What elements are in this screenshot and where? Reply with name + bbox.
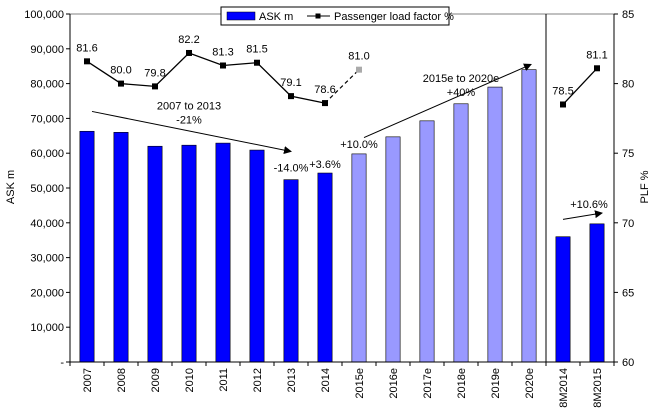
bar-2015e (351, 153, 367, 363)
plf-label-8M2014: 78.5 (552, 85, 573, 97)
x-tick-label-2013: 2013 (286, 368, 298, 392)
plf-point-8M2015 (594, 65, 600, 72)
annotation-2015e-2020e: +40% (447, 87, 476, 99)
plf-label-2010: 82.2 (178, 34, 199, 46)
line-series: 81.6 80.0 79.8 82.2 81.3 81.5 79.1 78.6 81.0 78.5… (76, 34, 608, 108)
x-tick-label-2020e: 2020e (524, 368, 536, 399)
bar-2010 (181, 144, 197, 363)
annotation-2007-2013: -21% (176, 115, 202, 127)
plf-point-2015e (356, 66, 362, 73)
plf-label-2009: 79.8 (144, 67, 165, 79)
axes: - 10,000 20,000 30,000 40,000 50,000 60,000 70,… (24, 9, 634, 408)
arrow-2007-2013 (91, 110, 292, 155)
annotation-2015e: +10.0% (340, 139, 378, 151)
annotation-2007-2013: 2007 to 2013 (157, 101, 221, 113)
bar-2018e (453, 103, 469, 363)
plf-label-2012: 81.5 (246, 44, 267, 56)
plf-label-2015e: 81.0 (348, 51, 369, 63)
y-tick-label: 30,000 (30, 253, 64, 265)
plf-point-2011 (220, 62, 226, 69)
x-tick-label-2012: 2012 (252, 368, 264, 392)
y-tick-label: 10,000 (30, 322, 64, 334)
legend-swatch-ask (226, 11, 256, 21)
plf-point-2010 (186, 49, 192, 56)
arrow-8m (562, 210, 603, 220)
x-tick-label-2009: 2009 (150, 368, 162, 392)
plf-line (86, 52, 326, 104)
plf-point-8M2014 (560, 101, 566, 108)
y2-tick-label: 75 (622, 148, 634, 160)
x-tick-label-2011: 2011 (218, 368, 230, 392)
x-tick-label-2015e: 2015e (354, 368, 366, 399)
x-tick-label-2019e: 2019e (490, 368, 502, 399)
y2-tick-label: 80 (622, 79, 634, 91)
x-tick-label-8M2015: 8M2015 (592, 368, 604, 408)
y-tick-label: 20,000 (30, 287, 64, 299)
x-tick-label-2016e: 2016e (388, 368, 400, 399)
annotation-2013: -14.0% (274, 162, 309, 174)
plf-point-2014 (322, 100, 328, 107)
annotation-8m: +10.6% (570, 199, 608, 211)
bar-2016e (385, 136, 401, 363)
arrow-2015e-2020e (363, 63, 532, 138)
plf-label-2011: 81.3 (212, 47, 233, 59)
y-tick-label: - (60, 357, 64, 369)
y2-tick-label: 85 (622, 9, 634, 21)
y-axis-title: ASK m (5, 170, 17, 204)
plf-point-2007 (84, 58, 90, 65)
legend-box (220, 6, 450, 26)
y2-tick-label: 65 (622, 287, 634, 299)
plf-point-2013 (288, 93, 294, 100)
legend-label-plf: Passenger load factor % (334, 11, 454, 23)
bar-2008 (113, 132, 129, 363)
bar-2020e (521, 69, 537, 363)
plf-label-2013: 79.1 (280, 77, 301, 89)
annotation-2015e-2020e: 2015e to 2020e (423, 73, 499, 85)
bar-8M2014 (555, 236, 571, 363)
plf-point-2009 (152, 83, 158, 90)
bar-2017e (419, 120, 435, 363)
x-tick-label-2017e: 2017e (422, 368, 434, 399)
x-tick-label-2018e: 2018e (456, 368, 468, 399)
annotations: 2007 to 2013 -21% -14.0% +3.6% +10.0% 2015e t… (91, 63, 608, 220)
y-tick-label: 90,000 (30, 44, 64, 56)
plf-label-8M2015: 81.1 (586, 49, 607, 61)
bar-2007 (79, 130, 95, 363)
y-tick-label: 50,000 (30, 183, 64, 195)
x-tick-label-2014: 2014 (320, 368, 332, 392)
plf-label-2008: 80.0 (110, 65, 131, 77)
x-tick-label-8M2014: 8M2014 (558, 368, 570, 408)
y-tick-label: 70,000 (30, 113, 64, 125)
legend: ASK m Passenger load factor % (220, 6, 454, 26)
y-tick-label: 100,000 (24, 9, 64, 21)
y2-tick-label: 60 (622, 357, 634, 369)
bar-8M2015 (589, 223, 605, 363)
x-tick-label-2010: 2010 (184, 368, 196, 392)
plf-estimate-line (324, 69, 360, 104)
plf-label-2014: 78.6 (314, 84, 335, 96)
bar-series (79, 69, 605, 363)
bar-2019e (487, 86, 503, 363)
y-tick-label: 60,000 (30, 148, 64, 160)
y-tick-label: 80,000 (30, 79, 64, 91)
plf-8m-line (562, 67, 598, 105)
bar-2014 (317, 172, 333, 363)
legend-marker-plf (315, 13, 321, 19)
y2-tick-label: 70 (622, 218, 634, 230)
bar-2009 (147, 145, 163, 363)
plf-point-2012 (254, 59, 260, 66)
bar-2011 (215, 142, 231, 363)
x-tick-label-2008: 2008 (116, 368, 128, 392)
bar-2012 (249, 149, 265, 363)
annotation-2014: +3.6% (309, 159, 341, 171)
y-tick-label: 40,000 (30, 218, 64, 230)
bar-2013 (283, 179, 299, 363)
plf-point-2008 (118, 80, 124, 87)
legend-label-ask: ASK m (259, 11, 293, 23)
x-tick-label-2007: 2007 (82, 368, 94, 392)
y2-axis-title: PLF % (639, 170, 651, 203)
plf-label-2007: 81.6 (76, 42, 97, 54)
